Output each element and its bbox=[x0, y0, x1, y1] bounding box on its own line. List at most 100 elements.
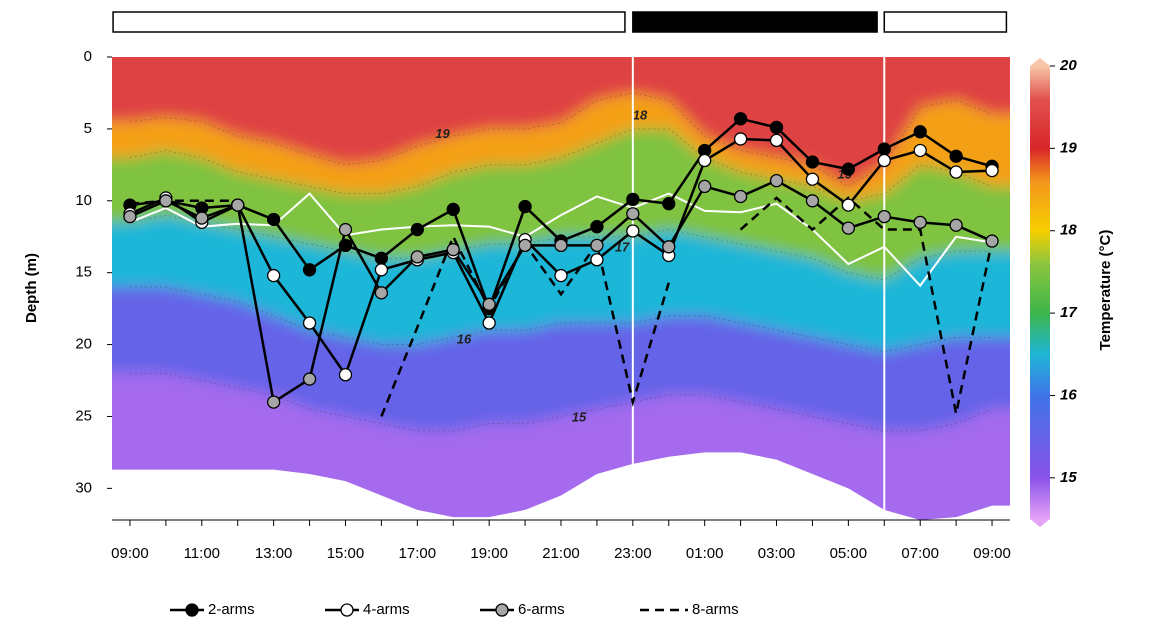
contour-label: 16 bbox=[457, 332, 472, 347]
colorbar-tick-label: 20 bbox=[1059, 57, 1077, 74]
series-marker bbox=[590, 220, 604, 234]
series-marker bbox=[985, 234, 999, 248]
colorbar-bottom-tip bbox=[1030, 519, 1050, 527]
x-tick-label: 21:00 bbox=[542, 545, 580, 562]
series-marker bbox=[733, 112, 748, 126]
series-marker bbox=[266, 212, 281, 227]
photoperiod-bar bbox=[883, 11, 1008, 33]
temperature-band bbox=[112, 128, 1010, 280]
contour-label: 18 bbox=[633, 107, 648, 122]
series-marker bbox=[518, 199, 532, 214]
seabed bbox=[112, 452, 1010, 520]
series-marker bbox=[518, 238, 532, 253]
series-marker bbox=[590, 253, 604, 267]
series-marker bbox=[159, 194, 173, 208]
series-line bbox=[739, 196, 994, 414]
overlay bbox=[123, 57, 999, 510]
temperature-band bbox=[112, 92, 1010, 201]
contour-label: 19 bbox=[435, 126, 450, 141]
series-marker bbox=[626, 192, 640, 207]
series-marker bbox=[231, 198, 245, 212]
legend-label: 6-arms bbox=[518, 601, 565, 618]
colorbar-top-tip bbox=[1030, 58, 1050, 66]
isotherm-line bbox=[129, 286, 993, 353]
x-tick-label: 13:00 bbox=[255, 545, 293, 562]
series-marker bbox=[302, 372, 317, 386]
colorbar bbox=[1030, 66, 1050, 519]
x-tick-label: 09:00 bbox=[111, 545, 149, 562]
legend-label: 8-arms bbox=[692, 601, 739, 618]
y-axis-label: Depth (m) bbox=[23, 253, 40, 323]
series-marker bbox=[949, 218, 963, 232]
temperature-band bbox=[112, 57, 1010, 187]
series-marker bbox=[877, 209, 891, 224]
legend-marker bbox=[340, 603, 354, 617]
series-marker bbox=[446, 243, 460, 257]
y-tick-label: 30 bbox=[75, 479, 92, 496]
x-tick-label: 19:00 bbox=[470, 545, 508, 562]
series-marker bbox=[733, 132, 748, 146]
series-marker bbox=[374, 286, 389, 300]
series-marker bbox=[266, 395, 281, 409]
y-tick-label: 10 bbox=[75, 192, 92, 209]
y-tick-label: 20 bbox=[75, 336, 92, 353]
series-marker bbox=[841, 162, 856, 176]
series-marker bbox=[913, 215, 927, 230]
series-marker bbox=[662, 197, 676, 211]
legend-label: 2-arms bbox=[208, 601, 255, 618]
series-marker bbox=[877, 142, 891, 156]
x-tick-label: 01:00 bbox=[686, 545, 724, 562]
series-marker bbox=[374, 251, 389, 265]
series-marker bbox=[805, 155, 820, 169]
x-tick-label: 15:00 bbox=[327, 545, 365, 562]
series-marker bbox=[841, 221, 856, 235]
series-marker bbox=[985, 163, 999, 178]
y-tick-label: 15 bbox=[75, 264, 92, 281]
series-marker bbox=[482, 316, 496, 330]
temperature-field: 191817161519 bbox=[112, 57, 1010, 520]
series-marker bbox=[410, 222, 424, 237]
y-tick-label: 25 bbox=[75, 407, 92, 424]
series-marker bbox=[302, 316, 317, 330]
series-marker bbox=[554, 268, 568, 283]
series-marker bbox=[805, 194, 820, 208]
colorbar-tick-label: 16 bbox=[1060, 386, 1077, 403]
colorbar-tick-label: 15 bbox=[1060, 469, 1077, 486]
series-marker bbox=[195, 211, 209, 225]
series-marker bbox=[446, 202, 460, 217]
series-line bbox=[129, 199, 238, 205]
x-tick-label: 09:00 bbox=[973, 545, 1011, 562]
series-marker bbox=[913, 143, 927, 158]
series-marker bbox=[590, 238, 604, 253]
series-marker bbox=[374, 263, 389, 277]
colorbar-tick-label: 18 bbox=[1060, 222, 1077, 239]
y-tick-label: 5 bbox=[84, 120, 92, 137]
x-tick-label: 07:00 bbox=[901, 545, 939, 562]
temperature-band bbox=[112, 215, 1010, 352]
series-marker bbox=[266, 268, 281, 283]
series-marker bbox=[554, 238, 568, 253]
series-marker bbox=[338, 368, 353, 382]
series-marker bbox=[733, 189, 748, 204]
x-tick-label: 03:00 bbox=[758, 545, 796, 562]
series-marker bbox=[626, 224, 640, 238]
series-marker bbox=[913, 125, 927, 139]
colorbar-label: Temperature (°C) bbox=[1097, 230, 1114, 351]
colorbar-tick-label: 19 bbox=[1060, 139, 1077, 156]
series-marker bbox=[698, 153, 712, 168]
x-tick-label: 05:00 bbox=[830, 545, 868, 562]
series-marker bbox=[482, 297, 496, 311]
isotherm-line bbox=[129, 214, 993, 281]
series-marker bbox=[805, 172, 820, 186]
legend-marker bbox=[495, 603, 509, 617]
x-tick-label: 23:00 bbox=[614, 545, 652, 562]
series-marker bbox=[769, 133, 784, 148]
series-marker bbox=[338, 222, 353, 237]
x-tick-label: 11:00 bbox=[184, 545, 220, 562]
series-marker bbox=[626, 207, 640, 221]
series-marker bbox=[769, 120, 784, 135]
series-marker bbox=[698, 179, 712, 194]
series-marker bbox=[949, 165, 963, 179]
contour-label: 15 bbox=[572, 409, 587, 424]
